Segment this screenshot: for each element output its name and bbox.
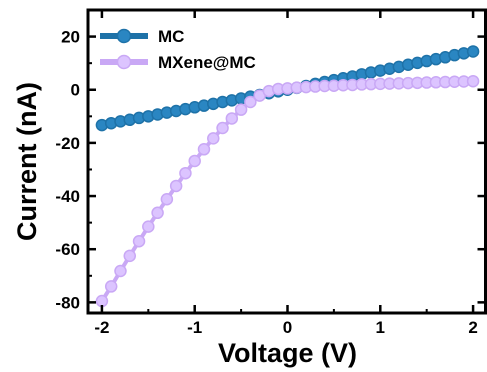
- data-point: [466, 74, 480, 88]
- x-tick-label: -1: [187, 318, 202, 337]
- data-point: [123, 249, 137, 263]
- x-axis-title: Voltage (V): [218, 338, 357, 368]
- data-point: [188, 154, 201, 168]
- data-point: [104, 280, 118, 293]
- series-group: [95, 45, 480, 308]
- x-tick-label: 2: [468, 318, 477, 337]
- x-tick-label: 1: [376, 318, 385, 337]
- legend-label: MC: [158, 27, 184, 46]
- legend: MC MXene@MC: [100, 27, 256, 72]
- data-point: [169, 179, 183, 193]
- y-tick-label: -20: [55, 134, 80, 153]
- data-point: [160, 192, 174, 206]
- x-tick-label: -2: [94, 318, 109, 337]
- data-point: [142, 220, 155, 233]
- data-point: [197, 143, 211, 156]
- data-point: [216, 121, 229, 135]
- y-tick-label: -40: [55, 187, 80, 206]
- data-point: [234, 103, 248, 116]
- legend-label: MXene@MC: [158, 53, 256, 72]
- y-tick-label: 20: [61, 28, 80, 47]
- data-point: [179, 166, 192, 180]
- axes: -2 -1 0 1 2 20 0 -20 -40 -60 -80: [55, 10, 486, 337]
- data-point: [207, 132, 220, 145]
- data-point: [132, 234, 146, 248]
- y-axis-title: Current (nA): [12, 82, 42, 241]
- x-tick-label: 0: [283, 318, 292, 337]
- series-mxene-mc: [95, 74, 480, 308]
- data-point: [225, 112, 239, 125]
- data-point: [114, 264, 127, 278]
- data-point: [466, 45, 480, 58]
- legend-marker: [116, 54, 132, 70]
- data-point: [244, 95, 257, 109]
- legend-marker: [116, 28, 132, 44]
- data-point: [95, 294, 109, 308]
- y-tick-label: -60: [55, 240, 80, 259]
- y-tick-label: -80: [55, 293, 80, 312]
- y-tick-label: 0: [71, 81, 80, 100]
- data-point: [151, 206, 164, 220]
